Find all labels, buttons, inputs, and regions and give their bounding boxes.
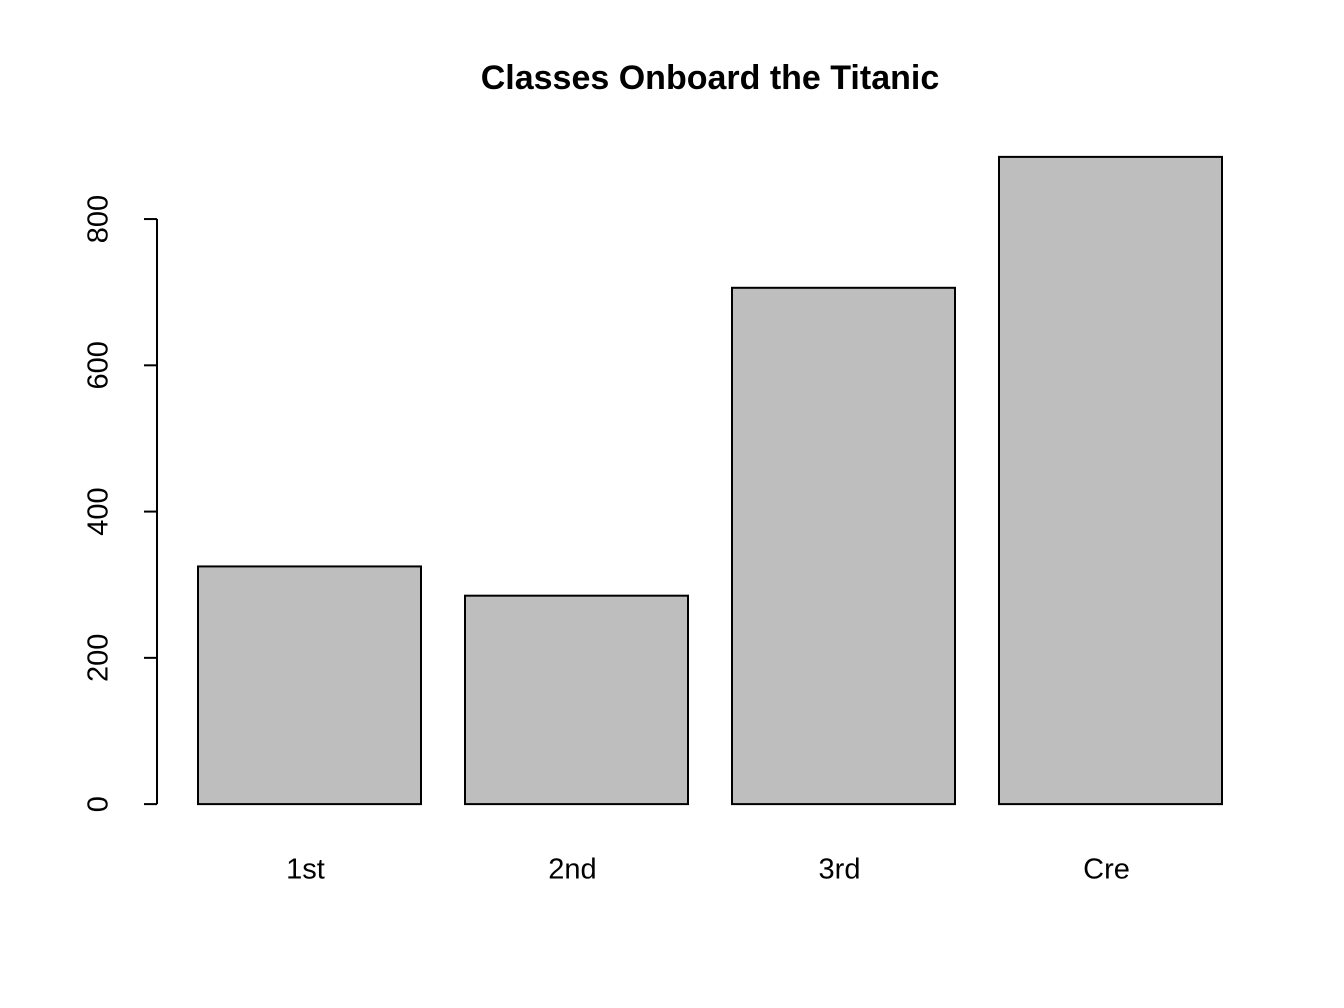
y-tick-label: 0 [83, 796, 115, 812]
x-tick-label: Cre [1083, 854, 1130, 886]
bar [731, 286, 956, 806]
bar [998, 155, 1223, 806]
y-tick-label: 800 [83, 195, 115, 243]
bar [197, 565, 422, 806]
y-tick-label: 400 [83, 487, 115, 535]
y-tick-label: 200 [83, 634, 115, 682]
x-tick-label: 1st [286, 854, 325, 886]
x-tick-label: 3rd [819, 854, 861, 886]
x-tick-label: 2nd [548, 854, 596, 886]
chart-title: Classes Onboard the Titanic [481, 59, 940, 97]
y-tick-label: 600 [83, 341, 115, 389]
bar [464, 594, 689, 806]
